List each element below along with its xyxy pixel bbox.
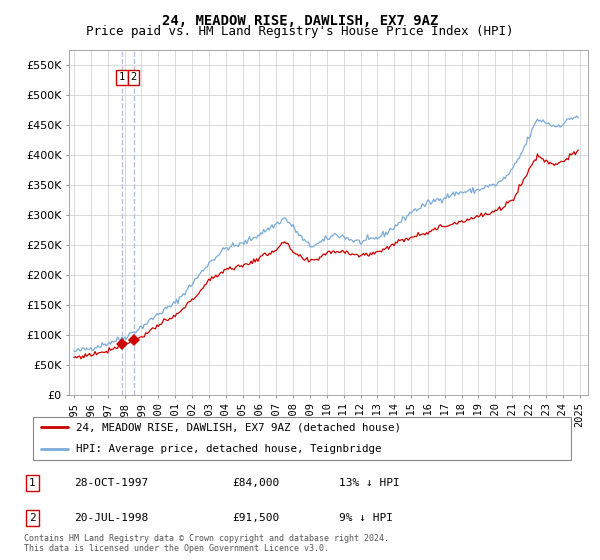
Text: 28-OCT-1997: 28-OCT-1997 xyxy=(74,478,149,488)
Text: 24, MEADOW RISE, DAWLISH, EX7 9AZ: 24, MEADOW RISE, DAWLISH, EX7 9AZ xyxy=(162,14,438,28)
Text: Contains HM Land Registry data © Crown copyright and database right 2024.
This d: Contains HM Land Registry data © Crown c… xyxy=(24,534,389,553)
Text: Price paid vs. HM Land Registry's House Price Index (HPI): Price paid vs. HM Land Registry's House … xyxy=(86,25,514,38)
Text: 13% ↓ HPI: 13% ↓ HPI xyxy=(340,478,400,488)
Text: 9% ↓ HPI: 9% ↓ HPI xyxy=(340,513,394,523)
Text: 20-JUL-1998: 20-JUL-1998 xyxy=(74,513,149,523)
Text: £91,500: £91,500 xyxy=(232,513,280,523)
Text: £84,000: £84,000 xyxy=(232,478,280,488)
Text: 2: 2 xyxy=(131,72,137,82)
Text: HPI: Average price, detached house, Teignbridge: HPI: Average price, detached house, Teig… xyxy=(76,444,382,454)
Text: 2: 2 xyxy=(29,513,35,523)
Text: 1: 1 xyxy=(119,72,125,82)
Text: 1: 1 xyxy=(29,478,35,488)
Text: 24, MEADOW RISE, DAWLISH, EX7 9AZ (detached house): 24, MEADOW RISE, DAWLISH, EX7 9AZ (detac… xyxy=(76,422,401,432)
